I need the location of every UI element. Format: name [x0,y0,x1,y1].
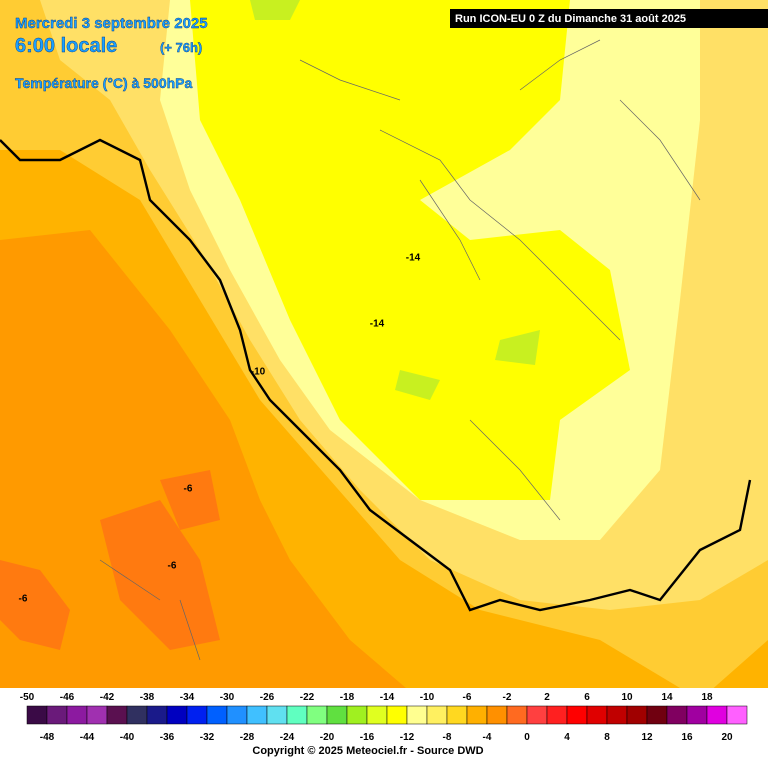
border [99,39,701,661]
legend-label: 18 [701,692,713,703]
legend-swatch [446,705,468,725]
contour-label: -6 [168,561,177,572]
coastline [0,138,752,612]
legend-label: 2 [544,692,550,703]
contour-label: -14 [406,253,421,264]
legend-swatch [306,705,328,725]
legend-label: -42 [100,692,115,703]
legend-label: -26 [260,692,275,703]
contour-label: -6 [19,594,28,605]
legend-swatch [186,705,208,725]
legend-swatch [146,705,168,725]
date: Mercredi 3 septembre 2025 [15,15,208,32]
contour-label: -10 [251,367,266,378]
legend-swatch [486,705,508,725]
legend-swatch [606,705,628,725]
legend: -50-48-46-44-42-40-38-36-34-32-30-28-26-… [20,692,748,743]
legend-label: -34 [180,692,195,703]
legend-label: 8 [604,732,610,743]
legend-label: -40 [120,732,135,743]
legend-swatch [246,705,268,725]
legend-label: -44 [80,732,95,743]
legend-swatch [266,705,288,725]
legend-swatch [66,705,88,725]
copyright: Copyright © 2025 Meteociel.fr - Source D… [252,745,483,757]
legend-label: -46 [60,692,75,703]
legend-label: -16 [360,732,375,743]
warmest-zone [0,470,220,650]
legend-label: -30 [220,692,235,703]
legend-label: 4 [564,732,570,743]
legend-label: -4 [483,732,492,743]
coldest-zone [190,0,630,500]
contour-label: -6 [184,484,193,495]
legend-swatch [26,705,48,725]
legend-swatch [546,705,568,725]
legend-swatch [626,705,648,725]
legend-swatch [206,705,228,725]
legend-swatch [346,705,368,725]
legend-swatch [666,705,688,725]
legend-label: 10 [621,692,633,703]
run-box [450,9,768,28]
legend-label: -20 [320,732,335,743]
legend-label: -8 [443,732,452,743]
legend-swatch [506,705,528,725]
legend-swatch [726,705,748,725]
legend-label: -12 [400,732,415,743]
legend-swatch [586,705,608,725]
legend-swatch [326,705,348,725]
legend-label: 12 [641,732,653,743]
run-text: Run ICON-EU 0 Z du Dimanche 31 août 2025 [455,13,686,25]
legend-label: -2 [503,692,512,703]
legend-label: 16 [681,732,693,743]
legend-swatch [386,705,408,725]
legend-label: -22 [300,692,315,703]
legend-swatch [126,705,148,725]
time: 6:00 locale [15,35,117,57]
legend-label: -18 [340,692,355,703]
legend-label: -28 [240,732,255,743]
legend-panel [0,688,768,768]
field: Température (°C) à 500hPa [15,75,193,91]
legend-swatch [226,705,248,725]
legend-swatch [526,705,548,725]
legend-label: -50 [20,692,35,703]
legend-label: -32 [200,732,215,743]
legend-swatch [46,705,68,725]
legend-label: -24 [280,732,295,743]
legend-label: -6 [463,692,472,703]
legend-swatch [166,705,188,725]
legend-label: 14 [661,692,673,703]
legend-label: -36 [160,732,175,743]
legend-swatch [706,705,728,725]
legend-swatch [106,705,128,725]
cold-pocket [250,0,540,400]
legend-swatch [426,705,448,725]
legend-label: -48 [40,732,55,743]
legend-swatch [466,705,488,725]
legend-swatch [646,705,668,725]
legend-swatch [86,705,108,725]
lead: (+ 76h) [160,40,202,55]
legend-label: 6 [584,692,590,703]
legend-label: -38 [140,692,155,703]
legend-label: -14 [380,692,395,703]
contour-label: -14 [370,319,385,330]
legend-swatch [366,705,388,725]
legend-swatch [686,705,708,725]
contour-labels: -14 -14 -10 -6 -6 -6 [19,253,421,605]
legend-swatch [286,705,308,725]
legend-label: 0 [524,732,530,743]
legend-swatch [566,705,588,725]
legend-label: -10 [420,692,435,703]
legend-swatch [406,705,428,725]
warm-zone [0,230,420,700]
legend-label: 20 [721,732,733,743]
